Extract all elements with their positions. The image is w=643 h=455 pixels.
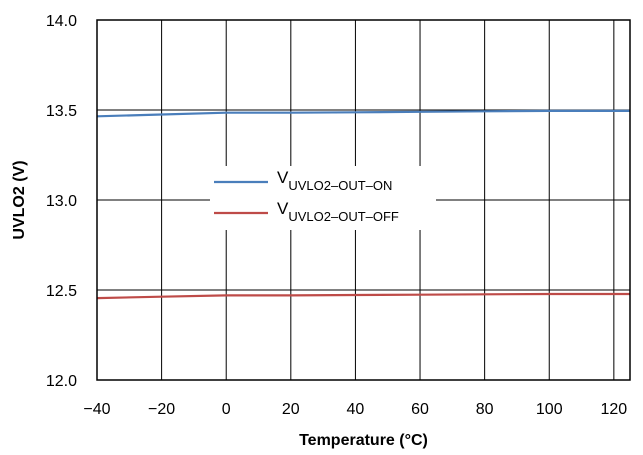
series-line-0 xyxy=(96,109,630,118)
y-tick-label: 12.0 xyxy=(46,373,77,390)
x-tick-labels: −40 −20 0 20 40 60 80 100 120 xyxy=(83,401,627,418)
x-tick-label: 20 xyxy=(282,401,300,418)
y-tick-label: 12.5 xyxy=(46,283,77,300)
y-tick-label: 14.0 xyxy=(46,13,77,30)
y-tick-label: 13.5 xyxy=(46,103,77,120)
x-tick-label: 120 xyxy=(600,401,627,418)
x-tick-label: 40 xyxy=(347,401,365,418)
x-axis-title: Temperature (°C) xyxy=(299,432,428,449)
series-layer xyxy=(96,109,630,300)
x-tick-label: −20 xyxy=(148,401,175,418)
series-line-1 xyxy=(96,292,630,300)
x-tick-label: 100 xyxy=(536,401,563,418)
legend-label-subscript: UVLO2–OUT–ON xyxy=(288,178,392,193)
x-tick-label: 80 xyxy=(476,401,494,418)
plot-frame xyxy=(96,19,631,381)
y-tick-labels: 12.0 12.5 13.0 13.5 14.0 xyxy=(46,13,77,390)
x-tick-label: 60 xyxy=(411,401,429,418)
legend-label-1: VUVLO2–OUT–OFF xyxy=(277,199,399,224)
legend-background xyxy=(210,166,436,230)
legend-label-0: VUVLO2–OUT–ON xyxy=(277,168,392,193)
x-tick-label: −40 xyxy=(83,401,110,418)
legend-label-subscript: UVLO2–OUT–OFF xyxy=(288,209,399,224)
legend-label-main: V xyxy=(277,168,289,187)
y-axis-title: UVLO2 (V) xyxy=(11,160,28,239)
x-tick-label: 0 xyxy=(222,401,231,418)
legend-label-main: V xyxy=(277,199,289,218)
y-tick-label: 13.0 xyxy=(46,193,77,210)
